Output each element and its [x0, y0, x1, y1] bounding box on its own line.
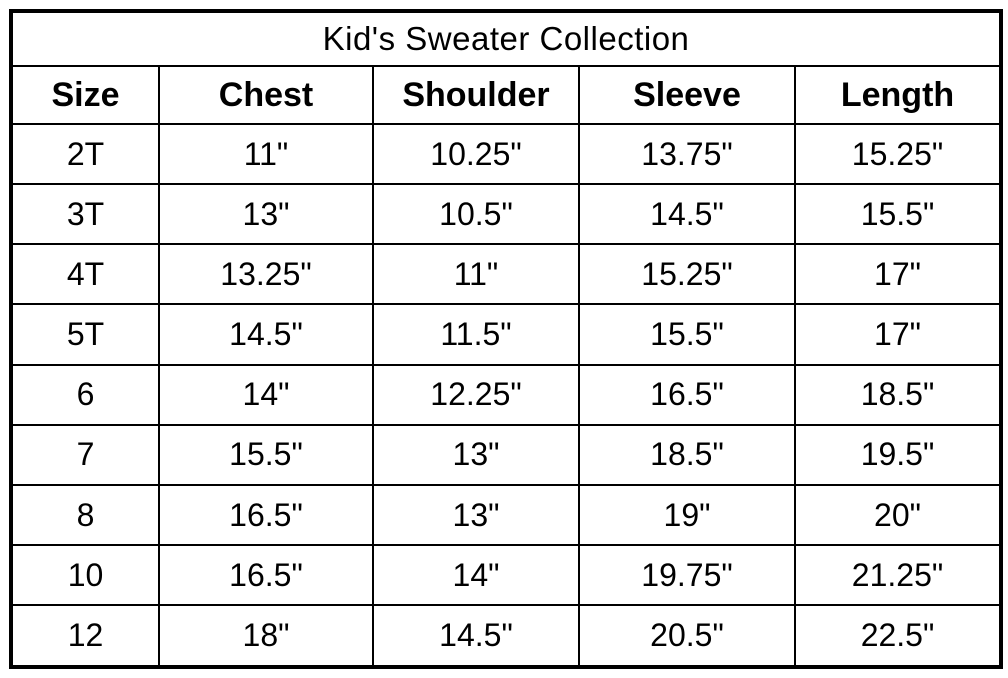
size-cell: 2T: [10, 122, 160, 186]
title-row: Kid's Sweater Collection: [9, 10, 1003, 67]
chest-cell: 13": [158, 183, 374, 246]
length-cell: 18.5": [793, 363, 1003, 426]
sleeve-cell: 19": [578, 483, 796, 547]
size-cell: 7: [10, 423, 160, 486]
column-header-sleeve: Sleeve: [578, 65, 796, 125]
shoulder-cell: 10.25": [372, 122, 580, 186]
shoulder-cell: 11": [372, 243, 580, 306]
length-cell: 22.5": [793, 604, 1003, 668]
sleeve-cell: 19.75": [578, 544, 796, 607]
table-title: Kid's Sweater Collection: [9, 10, 1003, 67]
column-header-chest: Chest: [158, 65, 374, 125]
table-row: 12 18" 14.5" 20.5" 22.5": [10, 604, 1003, 668]
shoulder-cell: 10.5": [372, 183, 580, 246]
table-row: 3T 13" 10.5" 14.5" 15.5": [10, 183, 1003, 246]
length-cell: 17": [793, 303, 1003, 366]
chest-cell: 11": [158, 122, 374, 186]
size-cell: 6: [10, 363, 160, 426]
table-row: 4T 13.25" 11" 15.25" 17": [10, 243, 1003, 306]
chest-cell: 16.5": [158, 483, 374, 547]
chest-cell: 18": [158, 604, 374, 668]
header-row: Size Chest Shoulder Sleeve Length: [10, 65, 1003, 125]
column-header-length: Length: [793, 65, 1003, 125]
shoulder-cell: 13": [372, 423, 580, 486]
column-header-size: Size: [10, 65, 160, 125]
table-row: 10 16.5" 14" 19.75" 21.25": [10, 544, 1003, 607]
shoulder-cell: 12.25": [372, 363, 580, 426]
length-cell: 15.25": [793, 122, 1003, 186]
shoulder-cell: 13": [372, 483, 580, 547]
table-row: 6 14" 12.25" 16.5" 18.5": [10, 363, 1003, 426]
table-row: 8 16.5" 13" 19" 20": [10, 483, 1003, 547]
length-cell: 21.25": [793, 544, 1003, 607]
shoulder-cell: 14.5": [372, 604, 580, 668]
length-cell: 15.5": [793, 183, 1003, 246]
shoulder-cell: 14": [372, 544, 580, 607]
sleeve-cell: 13.75": [578, 122, 796, 186]
sleeve-cell: 16.5": [578, 363, 796, 426]
table-row: 5T 14.5" 11.5" 15.5" 17": [10, 303, 1003, 366]
sleeve-cell: 18.5": [578, 423, 796, 486]
size-cell: 5T: [10, 303, 160, 366]
sleeve-cell: 15.5": [578, 303, 796, 366]
size-cell: 12: [10, 604, 160, 668]
length-cell: 20": [793, 483, 1003, 547]
size-cell: 4T: [10, 243, 160, 306]
shoulder-cell: 11.5": [372, 303, 580, 366]
chest-cell: 14.5": [158, 303, 374, 366]
sleeve-cell: 15.25": [578, 243, 796, 306]
table-row: 2T 11" 10.25" 13.75" 15.25": [10, 122, 1003, 186]
length-cell: 19.5": [793, 423, 1003, 486]
chest-cell: 15.5": [158, 423, 374, 486]
sleeve-cell: 14.5": [578, 183, 796, 246]
size-cell: 8: [10, 483, 160, 547]
chest-cell: 16.5": [158, 544, 374, 607]
sleeve-cell: 20.5": [578, 604, 796, 668]
table-row: 7 15.5" 13" 18.5" 19.5": [10, 423, 1003, 486]
column-header-shoulder: Shoulder: [372, 65, 580, 125]
size-chart-table: Kid's Sweater Collection Size Chest Shou…: [9, 9, 1004, 669]
chest-cell: 14": [158, 363, 374, 426]
size-cell: 3T: [10, 183, 160, 246]
size-cell: 10: [10, 544, 160, 607]
chest-cell: 13.25": [158, 243, 374, 306]
length-cell: 17": [793, 243, 1003, 306]
